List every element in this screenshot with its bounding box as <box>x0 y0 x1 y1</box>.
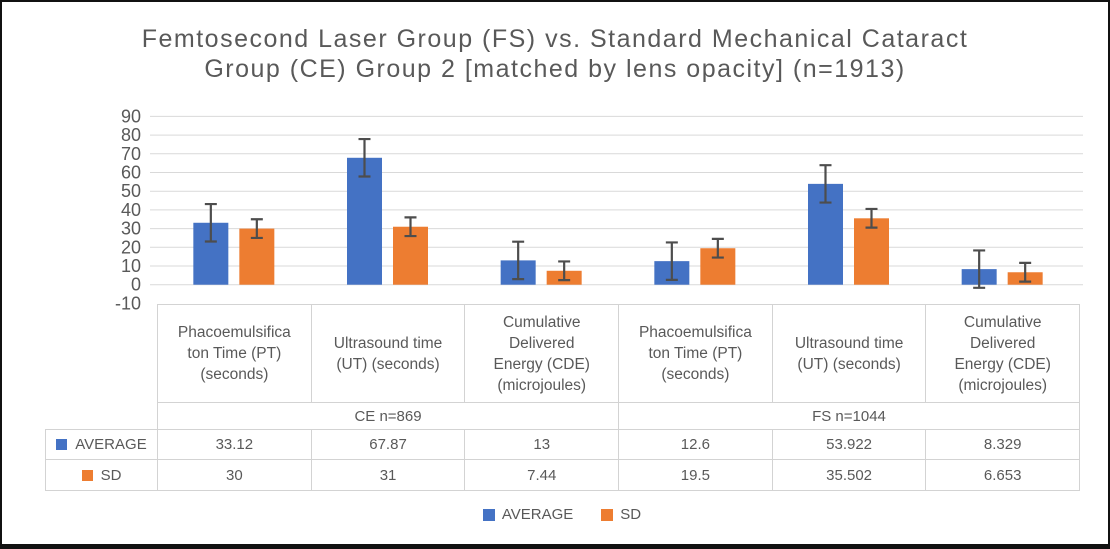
bar-sd-4 <box>854 218 889 285</box>
table-corner-spacer <box>46 305 158 403</box>
cell-sd-cde-ce: 7.44 <box>464 459 620 491</box>
legend-average-label: AVERAGE <box>501 506 574 523</box>
group-label-fs: FS n=1044 <box>618 402 1080 430</box>
y-axis-tick-label-60: 60 <box>121 163 141 183</box>
legend-sd-swatch <box>601 508 614 521</box>
y-axis-tick-label--10: -10 <box>115 293 141 313</box>
chart-title-line-1: Femtosecond Laser Group (FS) vs. Standar… <box>141 25 969 53</box>
error-bar-average-2 <box>512 240 525 281</box>
row-header-sd-label: SD <box>100 466 122 484</box>
error-bar-sd-1 <box>404 216 417 238</box>
y-axis-tick-label-10: 10 <box>121 256 141 276</box>
cell-sd-cde-fs: 6.653 <box>925 459 1080 491</box>
legend-item-sd: SD <box>601 506 641 523</box>
chart-title: Femtosecond Laser Group (FS) vs. Standar… <box>2 24 1108 84</box>
cell-average-ut-fs: 53.922 <box>771 429 927 460</box>
column-header-pt-fs: Phacoemulsifica ton Time (PT) (seconds) <box>618 304 773 403</box>
group-label-ce: CE n=869 <box>156 402 620 430</box>
column-header-ut-fs: Ultrasound time (UT) (seconds) <box>771 304 927 403</box>
cell-average-cde-fs: 8.329 <box>925 429 1080 460</box>
cell-sd-pt-ce: 30 <box>157 459 312 491</box>
column-header-pt-ce: Phacoemulsifica ton Time (PT) (seconds) <box>157 304 312 403</box>
y-axis-tick-label-90: 90 <box>121 106 141 126</box>
column-header-ut-ce: Ultrasound time (UT) (seconds) <box>310 304 466 403</box>
cell-average-pt-fs: 12.6 <box>618 429 773 460</box>
y-axis-tick-label-30: 30 <box>121 219 141 239</box>
error-bar-sd-4 <box>865 207 878 229</box>
y-axis-tick-label-50: 50 <box>121 181 141 201</box>
error-bar-average-4 <box>819 164 832 204</box>
error-bar-sd-3 <box>711 237 724 259</box>
error-bar-average-0 <box>204 202 217 243</box>
y-axis-tick-label-20: 20 <box>121 237 141 257</box>
error-bar-sd-5 <box>1019 261 1032 283</box>
row-header-average-label: AVERAGE <box>75 436 147 453</box>
table-row-average: AVERAGE 33.12 67.87 13 12.6 53.922 8.329 <box>45 429 1080 460</box>
legend-average-swatch <box>482 508 495 521</box>
legend-sd-label: SD <box>620 506 642 523</box>
y-axis-tick-label-80: 80 <box>121 125 141 145</box>
average-series-swatch <box>56 439 68 450</box>
row-header-sd: SD <box>45 459 158 491</box>
table-row-sd: SD 30 31 7.44 19.5 35.502 6.653 <box>45 459 1080 491</box>
table-group-spacer <box>46 403 158 430</box>
error-bar-sd-2 <box>558 260 571 282</box>
cell-average-ut-ce: 67.87 <box>310 429 466 460</box>
y-axis-tick-label-0: 0 <box>131 275 141 295</box>
sd-series-swatch <box>81 469 93 481</box>
column-header-cde-ce: Cumulative Delivered Energy (CDE) (micro… <box>464 304 620 403</box>
y-axis-tick-label-70: 70 <box>121 144 141 164</box>
error-bar-average-5 <box>973 249 986 289</box>
error-bar-average-3 <box>665 241 678 281</box>
column-header-cde-fs: Cumulative Delivered Energy (CDE) (micro… <box>925 304 1080 403</box>
legend-item-average: AVERAGE <box>482 506 574 523</box>
cell-average-cde-ce: 13 <box>464 429 620 460</box>
cell-average-pt-ce: 33.12 <box>157 429 312 460</box>
row-header-average: AVERAGE <box>45 429 158 460</box>
bar-average-1 <box>347 157 382 285</box>
cell-sd-ut-ce: 31 <box>310 459 466 491</box>
cell-sd-pt-fs: 19.5 <box>618 459 773 491</box>
table-header-row: Phacoemulsifica ton Time (PT) (seconds) … <box>46 304 1080 403</box>
table-group-row: CE n=869 FS n=1044 <box>46 402 1080 430</box>
error-bar-average-1 <box>358 137 371 178</box>
y-axis-tick-label-40: 40 <box>121 200 141 220</box>
data-table: Phacoemulsifica ton Time (PT) (seconds) … <box>45 304 1080 491</box>
cell-sd-ut-fs: 35.502 <box>771 459 927 491</box>
error-bar-sd-0 <box>250 218 263 240</box>
chart-legend: AVERAGE SD <box>45 506 1079 523</box>
chart-title-line-2: Group (CE) Group 2 [matched by lens opac… <box>204 55 906 83</box>
